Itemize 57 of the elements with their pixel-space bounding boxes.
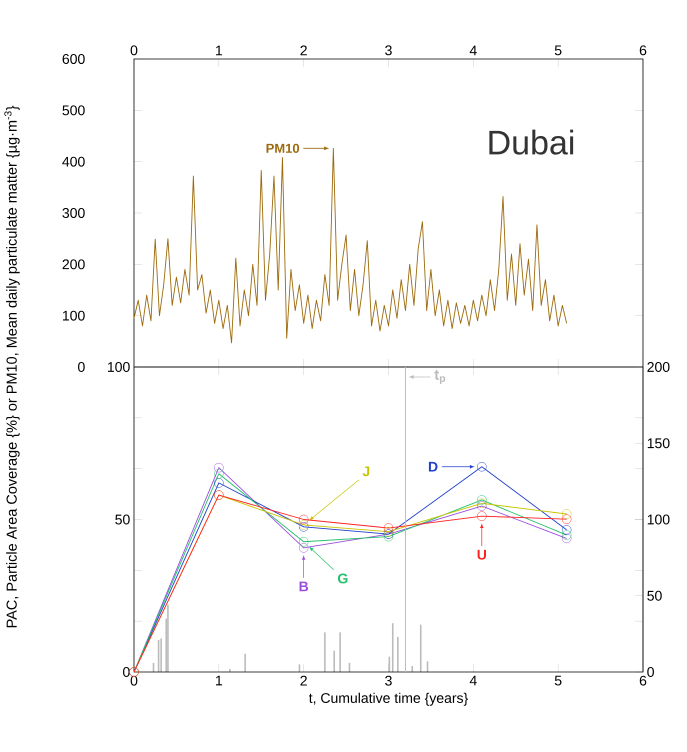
point — [384, 526, 394, 536]
y-tick-label: 400 — [62, 156, 85, 167]
y-tick-label: 0 — [123, 667, 130, 677]
point — [214, 469, 224, 478]
point — [562, 534, 572, 544]
y-tick-label: 500 — [62, 105, 85, 116]
point — [384, 523, 394, 533]
y-tick-label: 300 — [62, 208, 85, 218]
x-tick-label: 3 — [385, 676, 392, 686]
point — [298, 514, 308, 524]
y2-tick-label: 150 — [648, 438, 670, 448]
x-tick-label: 1 — [216, 676, 222, 686]
x-tick-label: 5 — [554, 676, 562, 686]
point — [562, 509, 572, 519]
y-tick-label: 200 — [62, 259, 85, 270]
y-tick-label: 50 — [115, 514, 130, 524]
point — [477, 495, 487, 505]
x-tick-label: 0 — [130, 45, 138, 56]
text: J — [362, 466, 370, 476]
point — [214, 478, 224, 488]
point — [562, 525, 572, 535]
x-axis-title: t, Cumulative time {years} — [308, 692, 468, 706]
x-tick-label: 1 — [216, 46, 222, 56]
y-tick-label: 100 — [62, 310, 85, 321]
point — [477, 462, 487, 472]
y-axis-title: PAC, Particle Area Coverage {%} or PM10, Mean daily particulate matter {µg·m$^{-3}$} — [4, 106, 20, 628]
y2-tick-label: 200 — [647, 362, 670, 372]
x-tick-label: 3 — [385, 45, 392, 56]
y2-tick-label: 50 — [647, 590, 662, 601]
text: G — [338, 573, 348, 584]
y2-tick-label: 0 — [647, 667, 654, 677]
point — [384, 532, 394, 542]
x-tick-label: 4 — [470, 676, 477, 686]
x-tick-label: 2 — [300, 45, 307, 56]
point — [298, 543, 308, 553]
point — [562, 530, 572, 540]
x-tick-label: 6 — [640, 45, 646, 56]
point — [298, 537, 308, 547]
text: B — [300, 582, 308, 592]
ref-line-label: t$_{p}$ — [434, 370, 446, 384]
point — [477, 511, 487, 521]
legend-label: PM10 — [266, 144, 300, 153]
text: U — [478, 550, 486, 560]
legend-label: D — [428, 462, 438, 472]
x-tick-label: 4 — [470, 46, 477, 56]
y-tick-label: 100 — [108, 362, 130, 372]
y-tick-label: 600 — [62, 54, 85, 64]
y-tick-label: 0 — [78, 362, 85, 372]
point — [477, 501, 487, 511]
point — [214, 462, 224, 472]
text: Dubai — [489, 130, 574, 155]
y2-tick-label: 100 — [648, 514, 670, 524]
point — [477, 498, 487, 508]
x-tick-label: 6 — [640, 676, 646, 686]
point — [562, 514, 572, 524]
x-tick-label: 2 — [300, 676, 307, 686]
x-tick-label: 5 — [554, 46, 562, 56]
